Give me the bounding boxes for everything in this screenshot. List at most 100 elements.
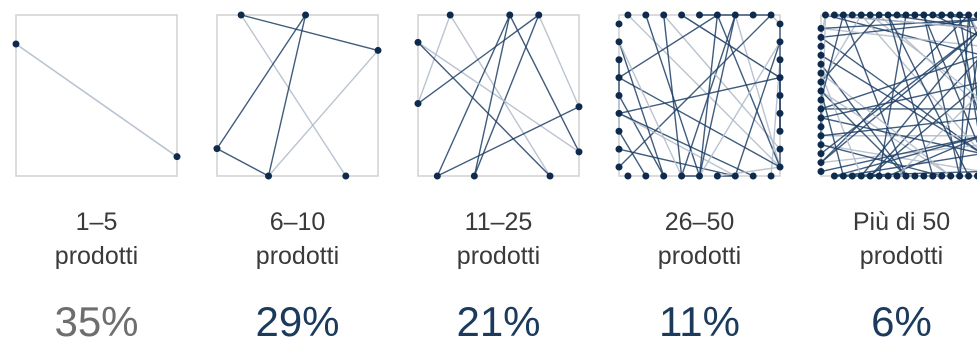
network-dot: [817, 96, 825, 104]
network-line: [681, 14, 781, 79]
network-line: [958, 14, 970, 177]
network-line: [860, 14, 977, 149]
network-dot: [911, 172, 919, 180]
network-dot: [817, 24, 825, 32]
category-label: 6–10: [270, 208, 326, 236]
network-dot: [470, 172, 478, 180]
network-dot: [866, 172, 874, 180]
network-dot: [615, 56, 623, 64]
network-dot: [938, 172, 946, 180]
network-box: [15, 14, 178, 177]
network-dot: [848, 11, 856, 19]
network-dot: [696, 11, 703, 19]
network-dot: [173, 153, 181, 161]
network-dot: [414, 38, 422, 46]
network-dot: [920, 172, 928, 180]
network-dot: [920, 11, 928, 19]
network-line: [923, 14, 977, 144]
panel-4: 26–50 prodotti 11%: [615, 11, 784, 345]
category-label: prodotti: [256, 242, 339, 270]
network-line: [869, 59, 977, 177]
network-line: [417, 41, 551, 177]
network-line: [820, 14, 970, 164]
network-dot: [615, 127, 623, 135]
network-dot: [893, 172, 901, 180]
network-line: [618, 14, 718, 79]
category-label: 11–25: [465, 208, 533, 236]
network-line: [820, 90, 907, 177]
network-dot: [731, 172, 739, 180]
network-line: [618, 76, 781, 115]
value-label: 21%: [456, 298, 540, 345]
network-line: [437, 106, 580, 177]
network-line: [698, 41, 781, 177]
network-dot: [624, 11, 632, 19]
network-line: [618, 14, 772, 168]
network-dot: [767, 11, 775, 19]
network-line: [618, 112, 754, 177]
network-dot: [575, 103, 583, 111]
network-dot: [956, 11, 964, 19]
network-dot: [624, 172, 632, 180]
network-dot: [642, 172, 650, 180]
network-dot: [535, 11, 543, 19]
network-dot: [821, 11, 829, 19]
network-dot: [817, 105, 825, 113]
network-dot: [615, 163, 623, 171]
network-dot: [956, 172, 964, 180]
network-dot: [875, 172, 883, 180]
network-dot: [965, 172, 973, 180]
network-dot: [902, 11, 910, 19]
network-dot: [776, 163, 784, 171]
network-dot: [938, 11, 946, 19]
network-dot: [776, 109, 784, 117]
network-dot: [929, 172, 937, 180]
network-dot: [433, 172, 441, 180]
network-dot: [731, 11, 739, 19]
network-dot: [830, 11, 838, 19]
network-dot: [817, 123, 825, 131]
network-dot: [506, 11, 514, 19]
network-line: [717, 166, 781, 177]
network-dot: [615, 145, 623, 153]
network-dot: [817, 78, 825, 86]
network-dot: [642, 11, 650, 19]
network-dot: [678, 11, 686, 19]
network-dot: [817, 51, 825, 59]
network-dot: [911, 11, 919, 19]
network-dot: [947, 11, 955, 19]
network-line: [240, 14, 379, 52]
network-dot: [830, 172, 838, 180]
network-dot: [884, 11, 892, 19]
category-label: 26–50: [665, 208, 735, 236]
network-dot: [974, 172, 977, 180]
network-line: [820, 117, 977, 137]
network-line: [618, 41, 683, 177]
network-box: [417, 14, 580, 177]
network-dot: [857, 11, 865, 19]
value-label: 11%: [659, 298, 740, 345]
network-line: [820, 19, 977, 39]
network-dot: [446, 11, 454, 19]
network-line: [15, 43, 178, 158]
network-line: [618, 130, 647, 177]
network-dot: [342, 172, 350, 180]
network-dot: [929, 11, 937, 19]
network-dot: [776, 20, 784, 28]
network-line: [216, 14, 307, 150]
network-line: [698, 14, 736, 177]
network-line: [820, 14, 845, 101]
network-dot: [776, 92, 784, 99]
panel-2: 6–10 prodotti 29%: [213, 11, 382, 345]
network-dot: [974, 11, 977, 19]
network-line: [618, 148, 736, 177]
network-line: [820, 72, 862, 177]
network-dot: [265, 172, 273, 180]
network-dot: [615, 92, 623, 99]
network-dot: [414, 100, 422, 108]
network-line: [216, 148, 269, 177]
network-dot: [374, 46, 382, 54]
network-line: [267, 14, 307, 177]
network-dot: [776, 38, 784, 46]
network-dot: [893, 11, 901, 19]
